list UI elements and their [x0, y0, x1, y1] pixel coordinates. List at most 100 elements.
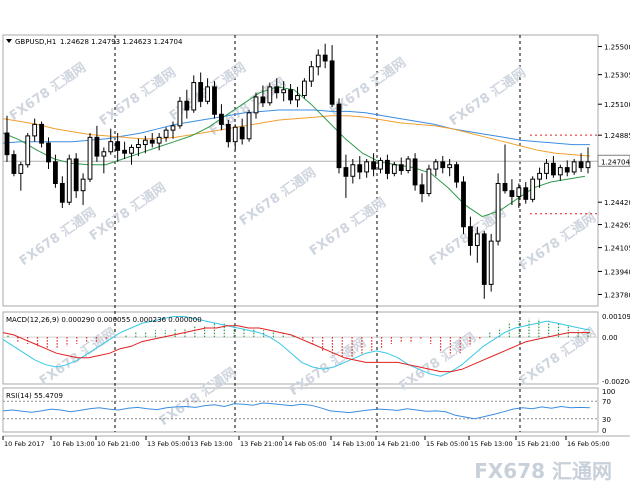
candle-bull	[281, 89, 287, 94]
chevron-down-icon[interactable]	[6, 39, 12, 43]
candle-bear	[122, 149, 127, 154]
candle-bear	[502, 182, 508, 192]
candle-bull	[364, 161, 370, 173]
candle-bull	[177, 100, 183, 127]
candle-bear	[336, 103, 342, 169]
candle-bear	[4, 132, 10, 156]
watermark-logo: FX678 汇通网	[474, 459, 612, 483]
macd-panel	[2, 311, 599, 385]
rsi-tick-label: 0	[602, 427, 606, 435]
ohlc-label: 1.24628 1.24793 1.24623 1.24704	[60, 38, 183, 46]
time-tick-label: 15 Feb 13:00	[470, 440, 513, 448]
candle-bull	[426, 168, 432, 195]
candle-bear	[481, 233, 487, 285]
macd-tick-label: 0.00	[602, 334, 618, 342]
time-tick-label: 10 Feb 13:00	[52, 440, 95, 448]
rsi-tick-label: 30	[602, 416, 611, 424]
candle-bear	[509, 190, 515, 197]
candle-bear	[219, 113, 224, 125]
candle-bear	[578, 161, 584, 169]
candle-bear	[260, 96, 266, 104]
candle-bear	[398, 164, 404, 171]
candle-bull	[267, 86, 273, 104]
candle-bull	[308, 66, 314, 82]
candle-bear	[94, 136, 100, 157]
time-tick-label: 10 Feb 2017	[4, 440, 44, 448]
candle-bear	[440, 161, 446, 169]
candle-bull	[18, 164, 24, 174]
candle-bull	[488, 240, 494, 285]
macd-signal-line	[2, 325, 590, 373]
price-tick-label: 1.25500	[604, 44, 630, 52]
candle-bull	[557, 167, 563, 176]
candle-bear	[212, 86, 217, 115]
price-tick-label: 1.24105	[604, 245, 630, 253]
candle-bear	[184, 100, 190, 111]
candle-bear	[288, 89, 293, 101]
price-panel	[2, 34, 599, 307]
candle-bear	[274, 86, 280, 94]
ma-blue-line	[2, 109, 590, 146]
candle-bear	[198, 82, 204, 102]
time-tick-label: 13 Feb 13:00	[190, 440, 233, 448]
candle-bull	[544, 162, 549, 174]
candle-bull	[87, 136, 93, 180]
ma-green-line	[2, 86, 586, 218]
candle-bull	[66, 158, 72, 203]
candle-bull	[142, 139, 148, 146]
current-price-label: 1.24704	[601, 158, 630, 166]
candle-bear	[371, 161, 376, 170]
price-tick-label: 1.23940	[604, 268, 630, 276]
candle-bear	[53, 161, 58, 184]
macd-main-line	[2, 316, 591, 377]
candle-bear	[343, 167, 349, 177]
time-tick-label: 14 Feb 21:00	[377, 440, 420, 448]
macd-tick-label: 0.001095	[602, 313, 630, 321]
candle-bull	[191, 82, 197, 111]
candle-bull	[405, 158, 411, 171]
price-tick-label: 1.24265	[604, 222, 630, 230]
candle-bull	[163, 129, 169, 138]
candle-bull	[101, 151, 107, 157]
candle-bear	[59, 182, 65, 203]
time-tick-label: 15 Feb 05:00	[426, 440, 469, 448]
candle-bear	[39, 123, 44, 144]
rsi-tick-label: 70	[602, 398, 611, 406]
candle-bull	[474, 233, 480, 246]
candle-bull	[253, 96, 259, 114]
candle-bull	[246, 112, 252, 140]
rsi-label: RSI(14) 55.4709	[6, 392, 63, 400]
rsi-tick-label: 100	[602, 388, 615, 396]
candle-bull	[232, 126, 238, 143]
candle-bear	[239, 126, 245, 140]
candle-bull	[495, 182, 501, 242]
candle-bull	[295, 95, 300, 101]
time-tick-label: 13 Feb 05:00	[147, 440, 190, 448]
candle-bear	[329, 60, 335, 105]
time-tick-label: 10 Feb 21:00	[97, 440, 140, 448]
price-tick-label: 1.23780	[604, 291, 630, 299]
time-tick-label: 16 Feb 05:00	[567, 440, 610, 448]
candle-bull	[391, 164, 397, 174]
price-tick-label: 1.25100	[604, 101, 630, 109]
candle-bull	[32, 123, 38, 137]
candle-bull	[108, 141, 114, 153]
macd-tick-label: -0.002045	[602, 378, 630, 386]
candle-bull	[25, 135, 31, 166]
candle-bull	[315, 54, 321, 68]
candle-bear	[46, 142, 51, 163]
candle-bull	[530, 178, 536, 200]
candle-bear	[322, 54, 328, 62]
current-price-box	[597, 154, 630, 167]
ma-orange-line	[2, 115, 591, 157]
time-tick-label: 14 Feb 13:00	[332, 440, 375, 448]
rsi-panel	[2, 387, 599, 433]
price-tick-label: 1.25305	[604, 72, 630, 80]
candle-bull	[80, 178, 86, 192]
candle-bear	[461, 181, 466, 228]
price-tick-label: 1.24885	[604, 132, 630, 140]
candle-bear	[149, 139, 155, 144]
candle-bear	[11, 154, 17, 174]
